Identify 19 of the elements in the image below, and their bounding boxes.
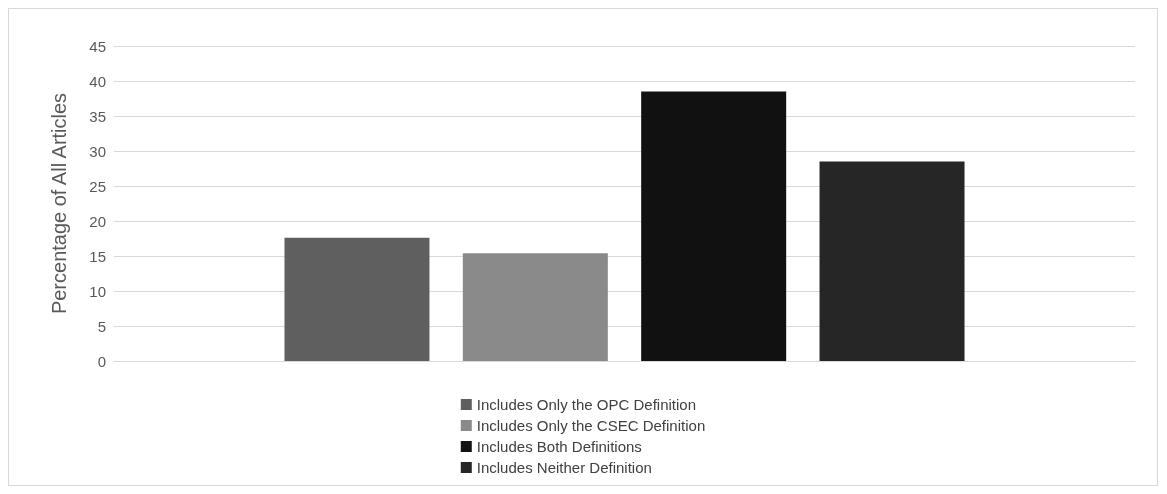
legend-label: Includes Only the OPC Definition (476, 396, 697, 413)
y-tick-label: 35 (89, 107, 106, 125)
y-tick-label: 40 (89, 72, 106, 90)
y-tick-label: 25 (89, 177, 106, 195)
y-axis-title: Percentage of All Articles (48, 92, 70, 315)
bar (462, 253, 608, 361)
legend-label: Includes Neither Definition (476, 459, 652, 476)
legend-label: Includes Both Definitions (476, 438, 642, 455)
bar (641, 91, 787, 361)
y-tick-label: 15 (89, 247, 106, 265)
bar (819, 161, 965, 361)
y-tick-label: 20 (89, 212, 106, 230)
bar (284, 237, 430, 361)
y-tick-label: 45 (89, 37, 106, 55)
legend-label: Includes Only the CSEC Definition (476, 417, 706, 434)
y-tick-label: 0 (97, 352, 106, 370)
y-tick-label: 30 (89, 142, 106, 160)
y-tick-label: 10 (89, 282, 106, 300)
y-tick-label: 5 (97, 317, 106, 335)
